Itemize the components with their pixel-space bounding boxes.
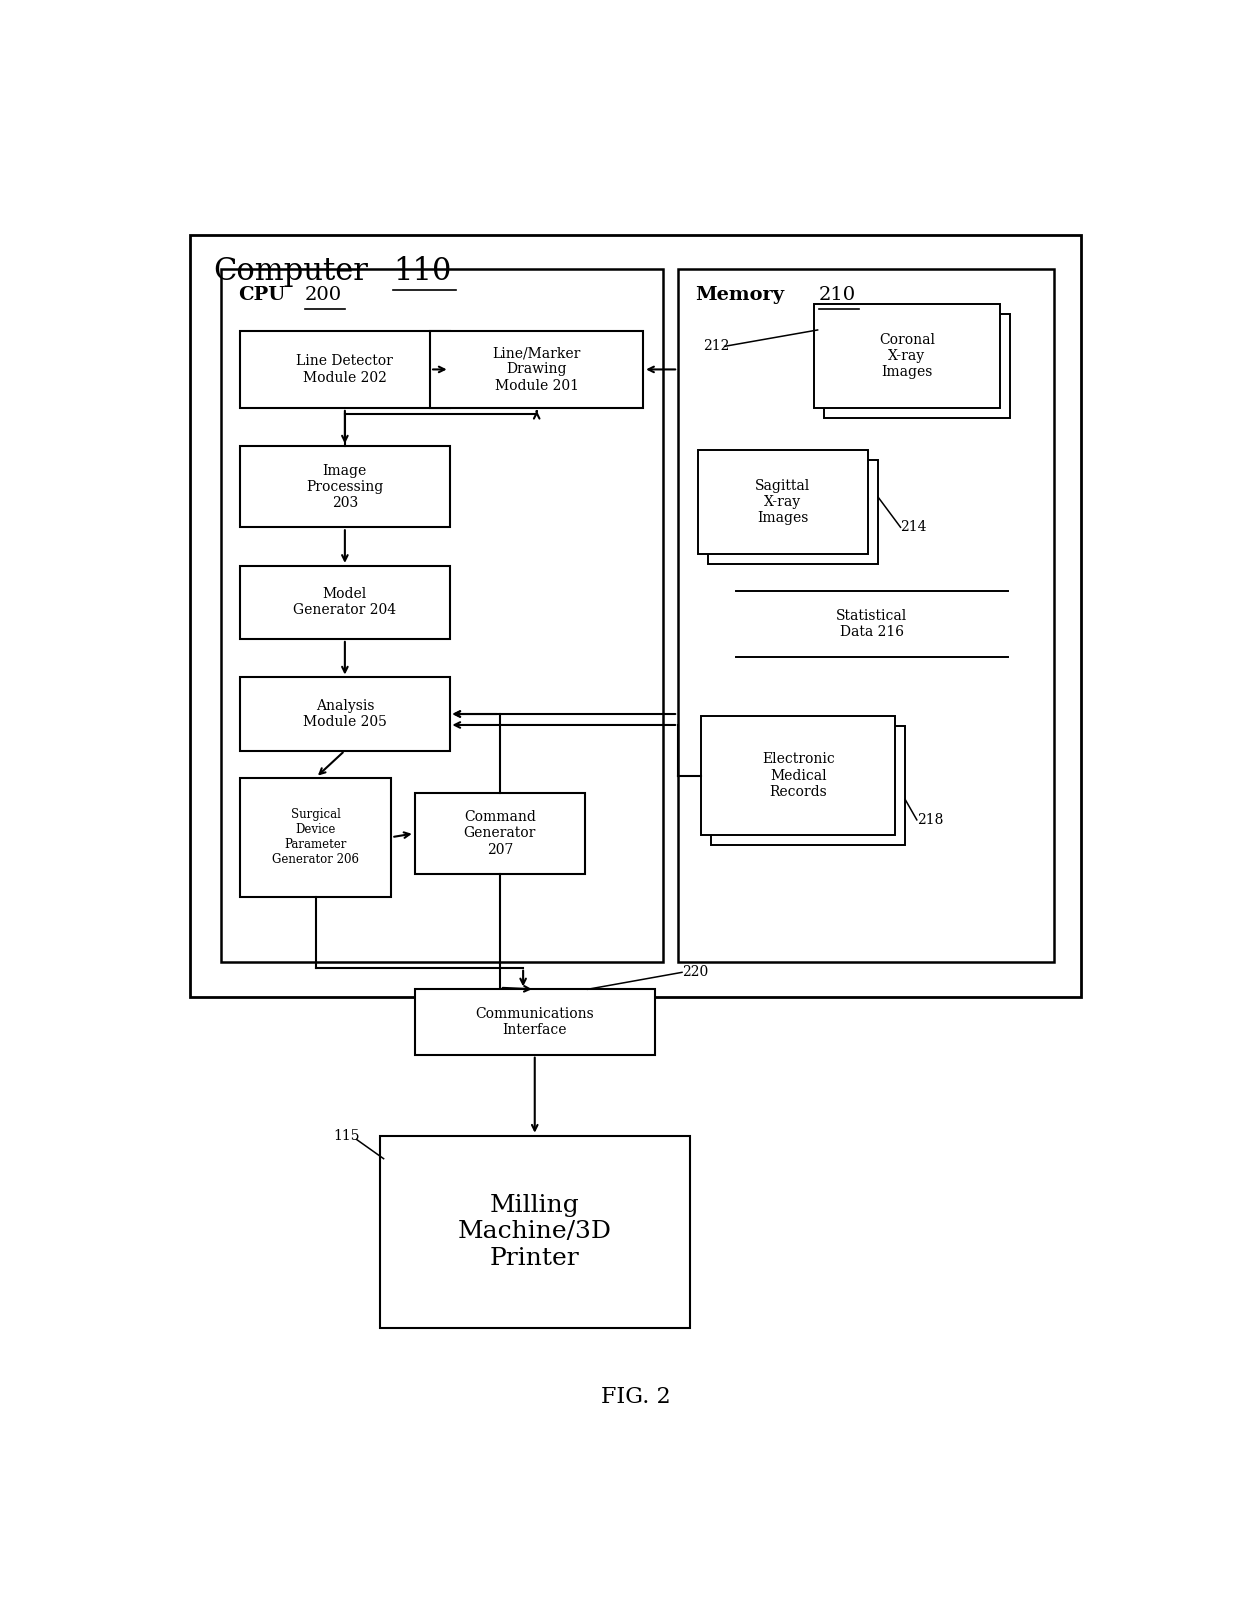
Bar <box>678 269 1054 962</box>
Text: Surgical
Device
Parameter
Generator 206: Surgical Device Parameter Generator 206 <box>273 808 360 866</box>
Text: 214: 214 <box>900 521 928 534</box>
Text: Electronic
Medical
Records: Electronic Medical Records <box>761 753 835 798</box>
Bar <box>708 461 878 564</box>
Text: Command
Generator
207: Command Generator 207 <box>464 809 536 856</box>
Text: CPU: CPU <box>238 285 285 305</box>
Text: Milling
Machine/3D
Printer: Milling Machine/3D Printer <box>458 1194 611 1270</box>
Text: Memory: Memory <box>696 285 784 305</box>
Text: FIG. 2: FIG. 2 <box>600 1387 671 1408</box>
Text: 218: 218 <box>916 813 944 827</box>
Text: Image
Processing
203: Image Processing 203 <box>306 464 383 509</box>
Bar <box>718 470 888 574</box>
Bar <box>823 315 1009 418</box>
Bar <box>221 269 662 962</box>
Text: Communications
Interface: Communications Interface <box>475 1007 594 1036</box>
Text: Computer: Computer <box>213 256 368 287</box>
Bar <box>190 235 1081 998</box>
Text: Line Detector
Module 202: Line Detector Module 202 <box>296 354 393 384</box>
Bar <box>813 303 999 407</box>
Text: 212: 212 <box>703 339 729 354</box>
Bar <box>414 989 655 1054</box>
Bar <box>414 793 585 874</box>
Bar <box>430 331 644 407</box>
Text: Analysis
Module 205: Analysis Module 205 <box>303 699 387 730</box>
Bar <box>241 777 392 897</box>
Text: Statistical
Data 216: Statistical Data 216 <box>836 608 908 639</box>
Bar <box>697 451 868 555</box>
Bar <box>379 1135 689 1328</box>
Bar <box>241 331 449 407</box>
Text: Coronal
X-ray
Images: Coronal X-ray Images <box>879 333 935 380</box>
Bar <box>241 446 449 527</box>
Text: Model
Generator 204: Model Generator 204 <box>294 587 397 618</box>
Text: 210: 210 <box>820 285 857 305</box>
Bar <box>722 736 915 855</box>
Text: Sagittal
X-ray
Images: Sagittal X-ray Images <box>755 478 811 526</box>
Bar <box>241 566 449 639</box>
Bar <box>712 727 905 845</box>
Bar <box>702 715 895 835</box>
Text: 110: 110 <box>393 256 451 287</box>
Text: 220: 220 <box>682 965 708 980</box>
Bar <box>241 678 449 751</box>
Bar <box>833 324 1019 428</box>
Text: 200: 200 <box>305 285 342 305</box>
Text: 115: 115 <box>334 1129 360 1142</box>
Text: Line/Marker
Drawing
Module 201: Line/Marker Drawing Module 201 <box>492 345 580 393</box>
